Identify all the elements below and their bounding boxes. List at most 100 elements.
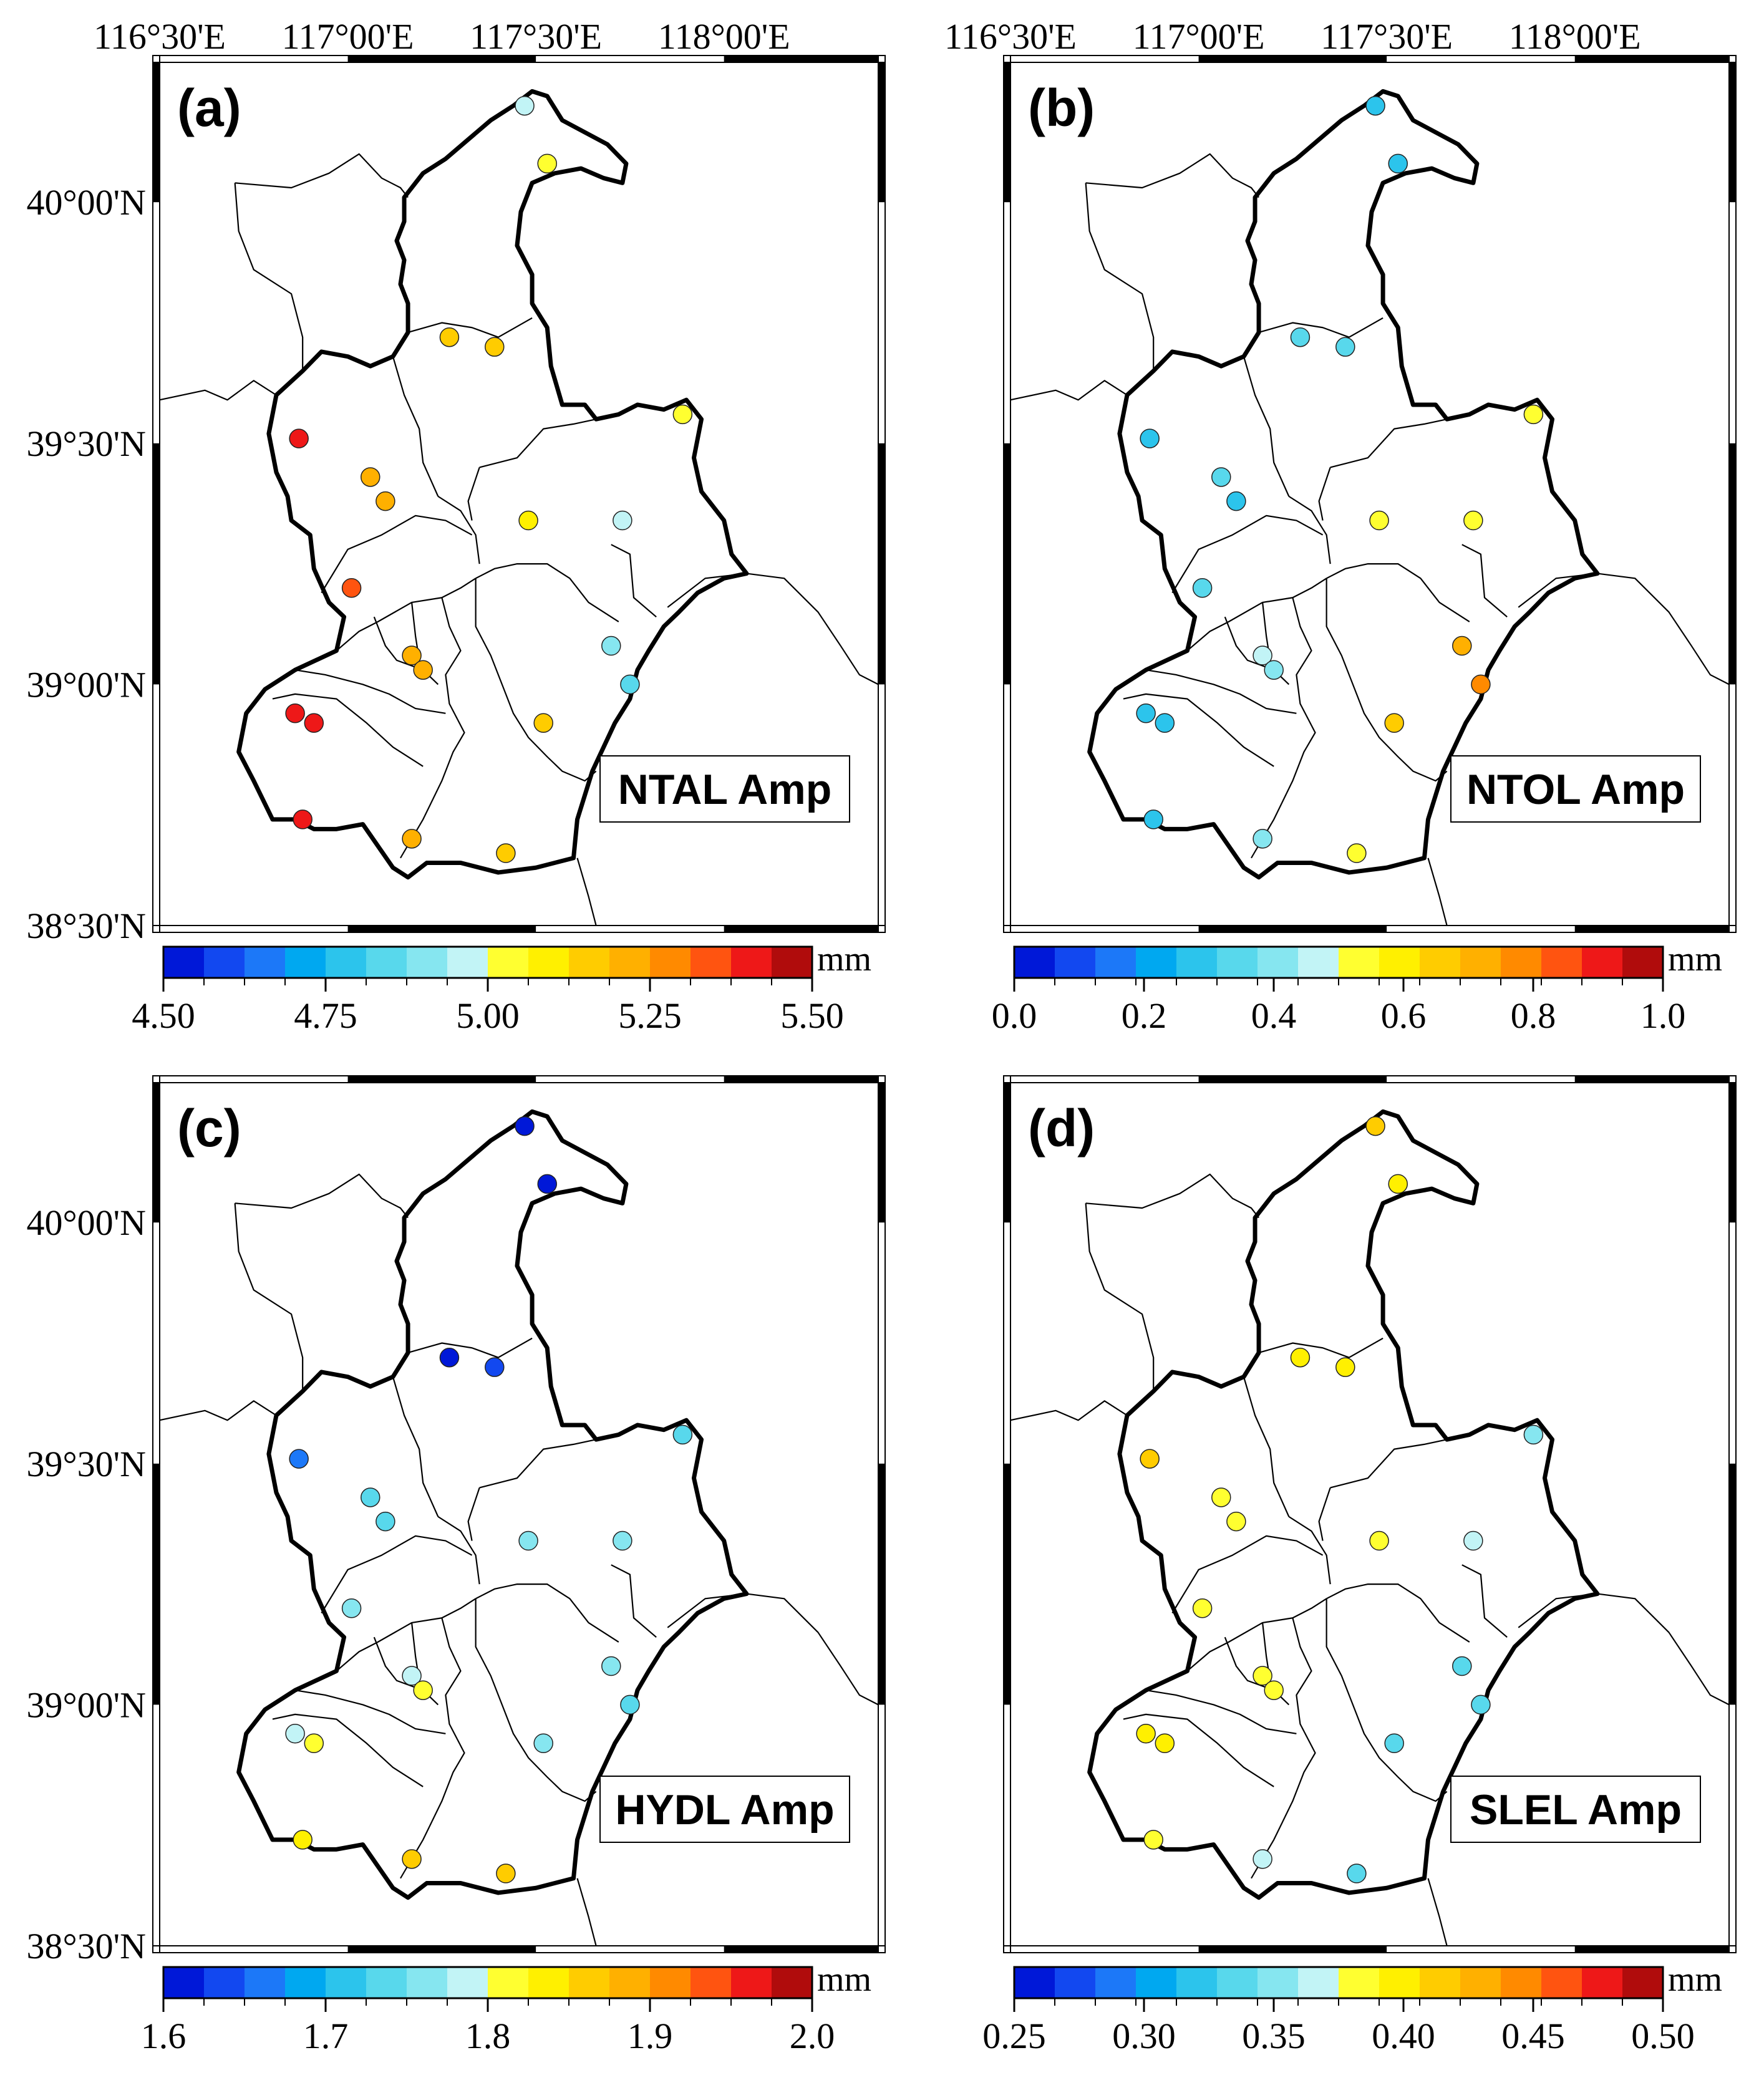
station-marker-9 (1369, 1530, 1389, 1551)
district-boundary (321, 1535, 473, 1614)
colorbar-segment (1217, 1967, 1258, 1998)
district-boundary (407, 317, 533, 338)
lat-tick-label: 40°00'N (26, 1202, 146, 1243)
station-marker-19 (1143, 1830, 1163, 1850)
colorbar-tick-label: 2.0 (790, 2016, 835, 2056)
station-marker-20 (402, 829, 422, 849)
colorbar-segment (1541, 947, 1582, 978)
colorbar-segment (1582, 1967, 1623, 1998)
station-marker-20 (1253, 1849, 1272, 1869)
district-boundary (1318, 467, 1331, 521)
colorbar-segment (569, 1967, 610, 1998)
colorbar-segment (691, 947, 732, 978)
district-boundary (1085, 1203, 1155, 1391)
station-marker-19 (1143, 810, 1163, 829)
colorbar-tick-label: 0.50 (1631, 2016, 1695, 2056)
colorbar-segment (1217, 947, 1258, 978)
colorbar-tick-label: 0.40 (1372, 2016, 1435, 2056)
panel-label: (a) (177, 79, 241, 137)
district-boundary (1251, 597, 1316, 859)
station-marker-18 (1384, 713, 1404, 733)
colorbar-segment (285, 1967, 326, 1998)
district-boundary (437, 1515, 480, 1585)
district-boundary (467, 1487, 480, 1541)
district-boundary (1330, 418, 1447, 468)
colorbar: 0.0 0.2 0.4 0.6 0.8 1.0 mm (992, 940, 1722, 1036)
colorbar-tick-label: 0.4 (1251, 995, 1297, 1036)
district-boundary (475, 1598, 597, 1802)
station-marker-5 (672, 404, 693, 425)
district-boundary (611, 544, 657, 617)
colorbar-segment (1420, 947, 1461, 978)
district-boundary (1461, 1564, 1508, 1638)
station-marker-12 (601, 1656, 621, 1676)
station-marker-10 (1463, 1530, 1483, 1551)
station-marker-21 (1347, 1863, 1367, 1883)
tianjin-boundary (236, 89, 749, 880)
panel-label: (c) (177, 1099, 241, 1158)
district-boundary (392, 356, 439, 497)
station-marker-8 (376, 1511, 395, 1532)
boundaries (159, 1109, 879, 1946)
colorbar-segment (1055, 1967, 1096, 1998)
station-marker-13 (402, 645, 422, 665)
panel-b: 116°30'E 117°00'E 117°30'E 118°00'E (b) NTOL … (944, 16, 1737, 1036)
station-marker-7 (361, 1487, 380, 1507)
colorbar-segment (1541, 1967, 1582, 1998)
station-marker-2 (537, 1174, 557, 1194)
district-boundary (1427, 1878, 1448, 1946)
colorbar-unit: mm (1668, 940, 1722, 979)
colorbar-segment (1339, 1967, 1380, 1998)
district-boundary (1010, 1400, 1128, 1421)
lon-tick-label: 117°30'E (1321, 16, 1453, 57)
lon-tick-label: 118°00'E (658, 16, 790, 57)
colorbar-segment (447, 947, 488, 978)
colorbar-segment (1622, 1967, 1664, 1998)
colorbar-segment (326, 947, 367, 978)
colorbar-segment (1298, 1967, 1339, 1998)
station-marker-18 (1384, 1733, 1404, 1754)
colorbar-segment (245, 1967, 286, 1998)
station-marker-6 (289, 1449, 309, 1469)
station-marker-10 (613, 1530, 632, 1551)
district-boundary (437, 495, 480, 564)
station-marker-12 (1452, 1656, 1472, 1676)
boundaries (159, 89, 879, 926)
district-boundary (479, 1439, 596, 1489)
station-marker-17 (304, 1733, 324, 1754)
colorbar-segment (1136, 947, 1177, 978)
district-boundary (272, 1713, 424, 1787)
colorbar-segment (1298, 947, 1339, 978)
colorbar-tick-label: 0.2 (1122, 995, 1167, 1036)
colorbar-segment (1420, 1967, 1461, 1998)
panel-title: HYDL Amp (615, 1786, 834, 1834)
title-box (1450, 1776, 1701, 1843)
station-marker-19 (293, 810, 313, 829)
district-boundary (1326, 563, 1470, 622)
district-boundary (1251, 1617, 1316, 1879)
district-boundary (159, 380, 277, 401)
colorbar-segment (163, 947, 205, 978)
station-marker-1 (1365, 95, 1385, 116)
colorbar-segment (650, 1967, 691, 1998)
lat-tick-label: 38°30'N (26, 1926, 146, 1966)
boundaries (1010, 89, 1730, 926)
colorbar-segment (1014, 947, 1055, 978)
panel-d: (d) SLEL Amp 0.25 0.30 0.35 0.40 0.45 0.50 mm (982, 1075, 1737, 2056)
station-marker-16 (285, 703, 305, 723)
lon-tick-label: 117°00'E (282, 16, 414, 57)
colorbar-tick-label: 0.8 (1511, 995, 1556, 1036)
colorbar-segment (245, 947, 286, 978)
colorbar-segment (1501, 947, 1542, 978)
colorbar-tick-label: 1.6 (141, 2016, 187, 2056)
colorbar-segment (1582, 947, 1623, 978)
station-marker-20 (402, 1849, 422, 1869)
station-marker-1 (1365, 1116, 1385, 1136)
station-marker-17 (1155, 713, 1175, 733)
district-boundary (392, 1376, 439, 1517)
district-boundary (1288, 495, 1331, 564)
colorbar-tick-label: 1.8 (465, 2016, 511, 2056)
colorbar-segment (772, 947, 813, 978)
station-marker-6 (1140, 1449, 1160, 1469)
colorbar-segment (1258, 1967, 1299, 1998)
